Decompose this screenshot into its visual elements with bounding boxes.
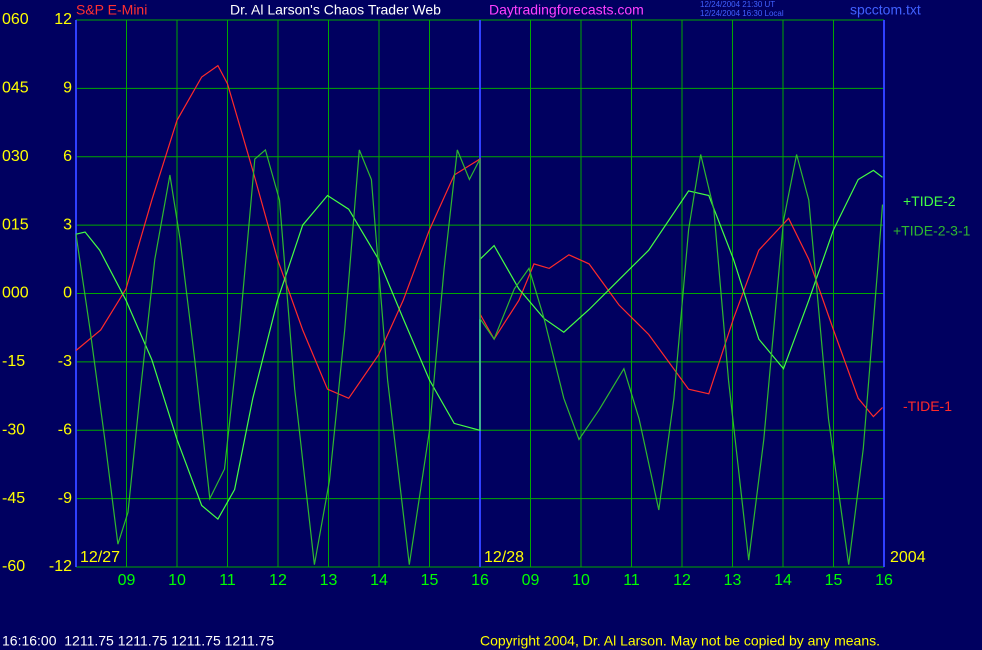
x-tick-label: 16 [875,572,893,589]
y-tick-label: -12 [49,558,72,575]
legend-label: -TIDE-1 [903,398,952,414]
y-tick-label: 9 [63,80,72,97]
symbol: S&P E-Mini [76,2,147,18]
timestamp: 12/24/2004 21:30 UT [700,0,775,9]
x-tick-label: 09 [522,572,540,589]
y-tick-label: 6 [63,148,72,165]
timestamp: 12/24/2004 16:30 Local [700,9,784,18]
x-tick-label: 10 [168,572,186,589]
x-tick-label: 14 [370,572,388,589]
x-tick-label: 15 [421,572,439,589]
day-label: 12/28 [484,549,524,566]
x-tick-label: 12 [673,572,691,589]
series-line [75,169,883,521]
y-tick-label: -3 [58,353,72,370]
x-tick-label: 11 [219,572,236,589]
file-name: spcctom.txt [850,2,921,18]
y2-tick-label: 045 [2,80,29,97]
y2-tick-label: 015 [2,216,29,233]
year-label: 2004 [890,549,926,566]
y-tick-label: 0 [63,285,72,302]
x-tick-label: 09 [118,572,136,589]
x-tick-label: 15 [825,572,843,589]
x-tick-label: 11 [623,572,640,589]
y-tick-label: -6 [58,421,72,438]
y2-tick-label: -30 [2,421,25,438]
y-tick-label: -9 [58,490,72,507]
y2-tick-label: 030 [2,148,29,165]
legend-label: +TIDE-2 [903,193,956,209]
chart-title: Dr. Al Larson's Chaos Trader Web [230,2,441,18]
legend-label: +TIDE-2-3-1 [893,222,971,238]
x-tick-label: 14 [774,572,792,589]
website: Daytradingforecasts.com [489,2,644,18]
y2-tick-label: 060 [2,11,29,28]
copyright: Copyright 2004, Dr. Al Larson. May not b… [480,633,880,649]
x-tick-label: 13 [320,572,338,589]
x-tick-label: 13 [724,572,742,589]
x-tick-label: 10 [572,572,590,589]
y2-tick-label: -60 [2,558,25,575]
x-tick-label: 12 [269,572,287,589]
y2-tick-label: -15 [2,353,25,370]
y2-tick-label: -45 [2,490,25,507]
y-tick-label: 12 [54,11,72,28]
series-line [75,148,884,565]
quote: 16:16:00 1211.75 1211.75 1211.75 1211.75 [2,633,274,649]
day-label: 12/27 [80,549,120,566]
x-tick-label: 16 [471,572,489,589]
y2-tick-label: 000 [2,285,29,302]
y-tick-label: 3 [63,216,72,233]
